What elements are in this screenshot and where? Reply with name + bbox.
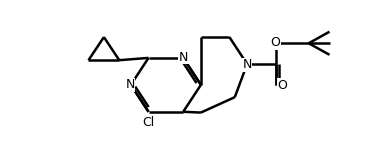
Text: O: O bbox=[271, 36, 280, 49]
Text: N: N bbox=[179, 51, 188, 64]
Text: O: O bbox=[278, 79, 287, 92]
Text: N: N bbox=[242, 58, 252, 71]
Text: N: N bbox=[125, 78, 135, 91]
Text: Cl: Cl bbox=[142, 116, 155, 129]
